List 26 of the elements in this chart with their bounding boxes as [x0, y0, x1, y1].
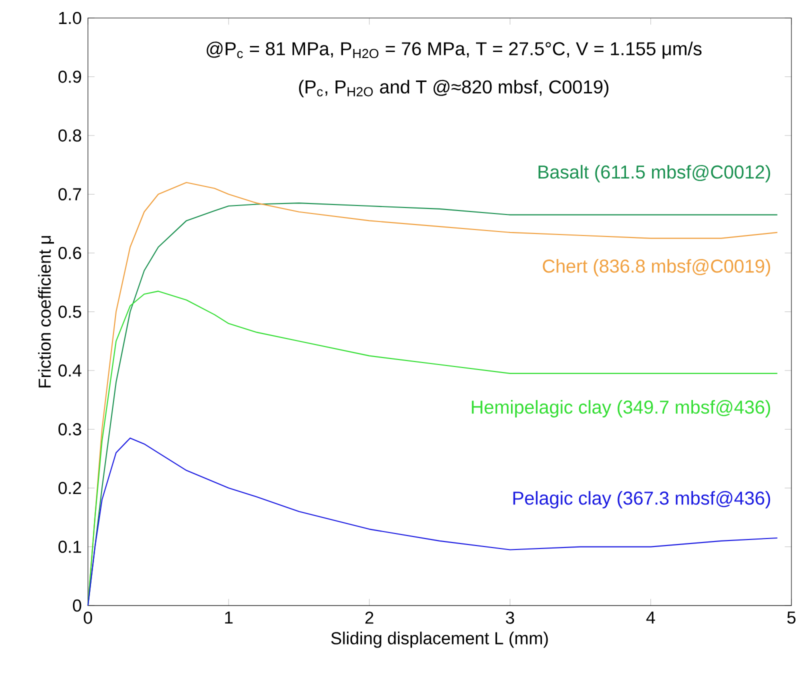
- y-tick-label: 0.6: [58, 246, 82, 260]
- series-label: Pelagic clay (367.3 mbsf@436): [513, 491, 770, 509]
- series-label: Hemipelagic clay (349.7 mbsf@436): [472, 400, 770, 418]
- x-tick-label: 1: [225, 612, 233, 624]
- y-tick-label: 0.7: [58, 188, 82, 200]
- y-tick-label: 0.9: [58, 70, 82, 83]
- x-tick-label: 2: [365, 612, 374, 624]
- text: (P$_{c}$, P$_{H2O}$ and T @≈820 mbsf, C0019): [299, 80, 608, 98]
- x-axis-title: Sliding displacement L (mm): [331, 632, 548, 648]
- y-tick-label: 0.3: [58, 423, 82, 436]
- x-tick-label: 5: [787, 612, 796, 624]
- y-tick-label: 0.2: [58, 482, 82, 494]
- y-tick-label: 0.4: [58, 364, 82, 377]
- y-tick-label: 0.1: [58, 540, 82, 553]
- y-tick-label: 0.5: [58, 306, 82, 318]
- x-tick-label: 3: [506, 612, 514, 624]
- y-tick-label: 0.8: [58, 129, 82, 142]
- y-tick-label: 0: [72, 599, 82, 612]
- x-tick-label: 4: [646, 612, 656, 624]
- line-series: [87, 438, 778, 606]
- x-tick-label: 0: [84, 612, 92, 624]
- text: @P$_{c}$ = 81 MPa, P$_{H2O}$ = 76 MPa, T = 27.5°C, V = 1.155 μm/s: [206, 42, 702, 59]
- y-tick-label: 1.0: [59, 12, 82, 24]
- series-label: Basalt (611.5 mbsf@C0012): [538, 165, 770, 182]
- series-label: Chert (836.8 mbsf@C0019): [542, 259, 770, 277]
- y-axis-title: Friction coefficient μ: [38, 236, 54, 388]
